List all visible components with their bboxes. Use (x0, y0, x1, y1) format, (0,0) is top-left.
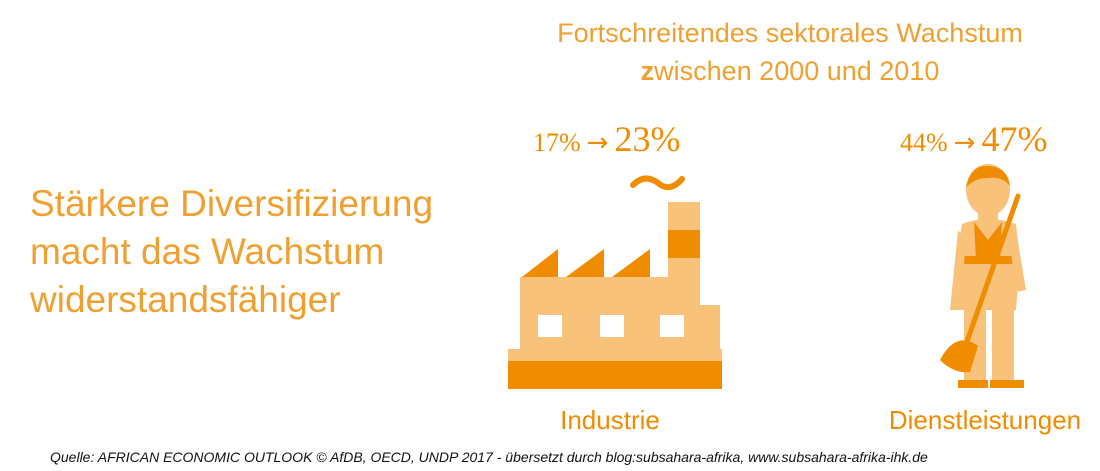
services-from-value: 44% (900, 128, 948, 157)
main-statement: Stärkere Diversifizierung macht das Wach… (30, 180, 470, 324)
industry-label: Industrie (560, 405, 660, 435)
heading-line-2-rest: wischen 2000 und 2010 (654, 56, 940, 86)
industry-from-value: 17% (533, 128, 581, 157)
main-statement-line-1: Stärkere Diversifizierung (30, 183, 434, 224)
services-label: Dienstleistungen (888, 405, 1082, 435)
arrow-icon: → (953, 128, 976, 158)
source-note: Quelle: AFRICAN ECONOMIC OUTLOOK © AfDB,… (50, 449, 928, 465)
heading-bold-letter: z (640, 56, 655, 86)
industry-to-value: 23% (614, 119, 681, 159)
heading-line-1: Fortschreitendes sektorales Wachstum (557, 18, 1023, 48)
arrow-icon: → (586, 128, 609, 158)
factory-icon (508, 175, 722, 389)
main-statement-line-2: macht das Wachstum (30, 231, 385, 272)
main-statement-line-3: widerstandsfähiger (30, 279, 341, 320)
industry-stat: 17% → 23% (533, 118, 680, 160)
services-stat: 44% → 47% (900, 118, 1047, 160)
infographic-heading: Fortschreitendes sektorales Wachstum zwi… (490, 14, 1090, 90)
worker-icon (940, 164, 1026, 388)
services-to-value: 47% (981, 119, 1048, 159)
heading-line-2: zwischen 2000 und 2010 (490, 52, 1090, 90)
